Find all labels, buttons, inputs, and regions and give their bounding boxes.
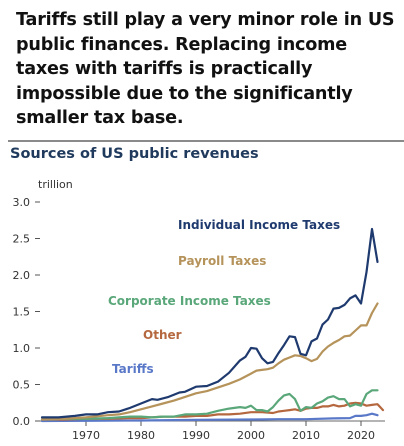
series-line-individual-income-taxes xyxy=(40,227,379,419)
y-tick-label: 2.5 xyxy=(13,233,31,246)
x-tick-label: 1980 xyxy=(127,429,155,442)
series-label-tariffs: Tariffs xyxy=(112,362,154,376)
series-line-corporate-income-taxes xyxy=(40,389,379,421)
series-label-other: Other xyxy=(143,328,182,342)
series-label-individual-income-taxes: Individual Income Taxes xyxy=(178,218,340,232)
x-tick-label: 1970 xyxy=(72,429,100,442)
y-tick-label: 2.0 xyxy=(13,269,31,282)
headline-line: smaller tax base. xyxy=(16,108,184,128)
headline-line: Tariffs still play a very minor role in … xyxy=(16,10,395,30)
y-tick-label: 1.5 xyxy=(13,306,31,319)
y-tick-label: 0.5 xyxy=(13,379,31,392)
headline-line: taxes with tariffs is practically xyxy=(16,59,313,79)
y-axis-label: trillion xyxy=(38,178,73,191)
series-line-payroll-taxes xyxy=(40,302,379,421)
y-tick-label: 3.0 xyxy=(13,196,31,209)
headline-line: public finances. Replacing income xyxy=(16,34,347,55)
x-tick-label: 2020 xyxy=(347,429,375,442)
y-tick-label: 1.0 xyxy=(13,342,31,355)
x-tick-label: 2000 xyxy=(237,429,265,442)
x-tick-label: 1990 xyxy=(182,429,210,442)
x-tick-label: 2010 xyxy=(292,429,320,442)
headline: Tariffs still play a very minor role in … xyxy=(16,8,400,131)
series-label-payroll-taxes: Payroll Taxes xyxy=(178,254,266,268)
headline-line: impossible due to the significantly xyxy=(16,83,353,104)
chart-title: Sources of US public revenues xyxy=(10,146,259,162)
divider xyxy=(8,140,404,142)
series-line-tariffs xyxy=(40,412,379,423)
series-label-corporate-income-taxes: Corporate Income Taxes xyxy=(108,294,271,308)
y-tick-label: 0.0 xyxy=(13,415,31,428)
